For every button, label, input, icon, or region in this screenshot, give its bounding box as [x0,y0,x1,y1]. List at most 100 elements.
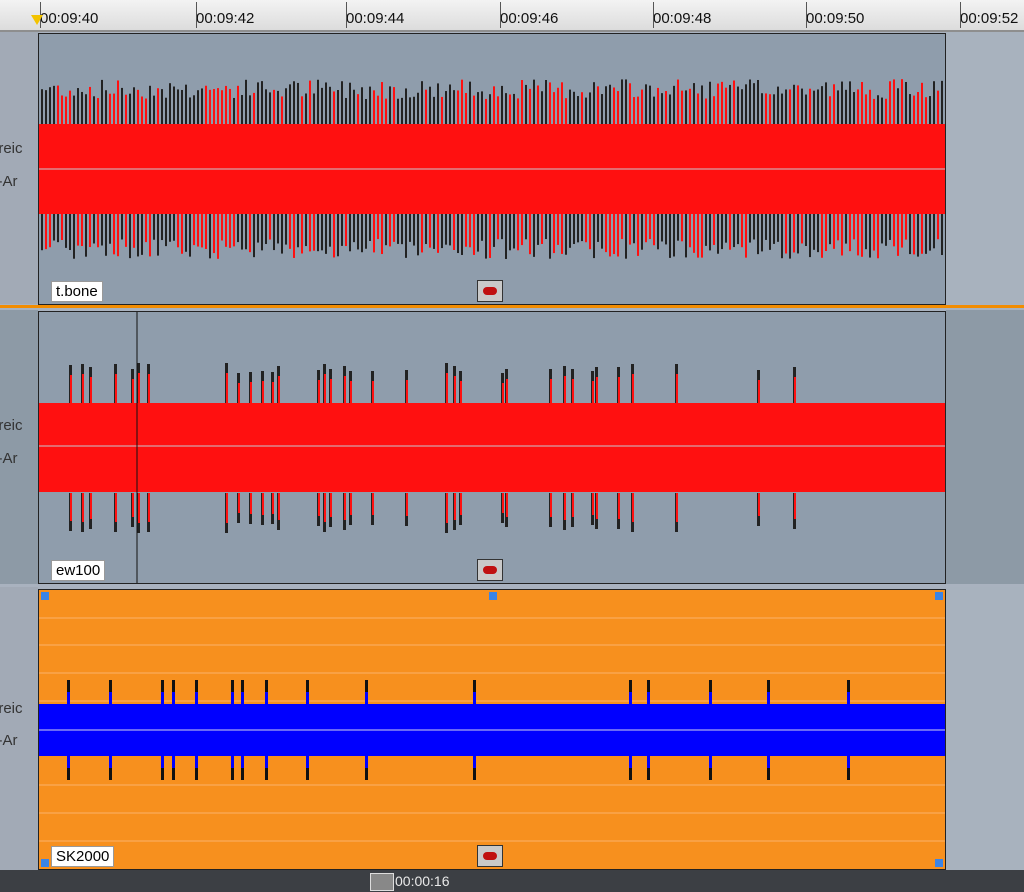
waveform-spike [85,214,87,257]
waveform-spike [577,214,579,243]
waveform-spike [201,88,203,124]
timeline-ruler[interactable]: 00:09:40 00:09:42 00:09:44 00:09:46 00:0… [0,0,1024,32]
waveform-spike [557,214,559,245]
waveform-spike [77,214,79,246]
waveform-spike [741,214,743,248]
waveform-spike [873,214,875,251]
waveform-spike [717,214,719,254]
waveform-spike [145,214,147,243]
waveform-spike [137,89,139,124]
clip-key-icon[interactable] [477,280,503,302]
waveform-spike [305,214,307,247]
waveform-spike [393,214,395,242]
audio-clip-ew100[interactable]: ew100 [38,311,946,584]
waveform-spike [301,96,303,124]
audio-clip-tbone[interactable]: t.bone [38,33,946,305]
waveform-spike [637,96,639,124]
waveform-spike [901,79,903,124]
waveform-spike [789,89,791,124]
waveform-spike [297,214,299,248]
waveform-spike [825,82,827,124]
waveform-spike [801,214,803,244]
waveform-spike [70,493,72,521]
waveform-spike [705,214,707,246]
tick-label: 00:09:44 [346,2,405,28]
waveform-spike [81,91,83,124]
waveform-spike [585,97,587,124]
waveform-spike [785,89,787,124]
clip-handle-top-left[interactable] [41,592,49,600]
waveform-spike [61,95,63,124]
waveform-spike [689,214,691,248]
waveform-spike [941,214,943,256]
waveform-spike [445,91,447,124]
waveform-spike [647,692,650,704]
waveform-spike [460,381,462,403]
waveform-spike [805,214,807,247]
waveform-spike [921,214,923,254]
waveform-spike [241,756,244,768]
waveform-spike [357,214,359,250]
waveform-spike [161,692,164,704]
waveform-spike [632,374,634,403]
waveform-spike [205,85,207,124]
waveform-spike [306,692,309,704]
waveform-spike [85,94,87,124]
waveform-spike [272,382,274,403]
waveform-spike [153,95,155,124]
waveform-spike [241,214,243,250]
waveform-spike [758,493,760,516]
waveform-spike [325,214,327,254]
scroll-grip-icon[interactable] [370,873,394,891]
waveform-spike [821,86,823,124]
waveform-spike [767,692,770,704]
waveform-spike [625,214,627,259]
waveform-spike [889,214,891,240]
waveform-spike [681,214,683,242]
clip-handle-top-center[interactable] [489,592,497,600]
waveform-spike [757,214,759,255]
waveform-spike [173,86,175,124]
waveform-spike [109,692,112,704]
clip-handle-bottom-right[interactable] [935,859,943,867]
waveform-spike [353,89,355,124]
audio-clip-sk2000[interactable]: SK2000 [38,589,946,870]
clip-handle-bottom-left[interactable] [41,859,49,867]
waveform-spike [129,214,131,259]
waveform-spike [685,90,687,124]
waveform-spike [261,214,263,251]
waveform-spike [313,214,315,251]
waveform-spike [324,374,326,403]
waveform-spike [897,214,899,256]
waveform-spike [861,81,863,124]
waveform-spike [93,96,95,124]
clip-handle-top-right[interactable] [935,592,943,600]
waveform-spike [229,214,231,248]
waveform-spike [745,214,747,258]
waveform-spike [793,214,795,253]
waveform-spike [905,214,907,240]
waveform-spike [285,214,287,245]
waveform-spike [477,92,479,124]
waveform-spike [889,81,891,124]
waveform-spike [409,97,411,124]
waveform-spike [665,91,667,124]
waveform-spike [253,214,255,258]
waveform-spike [469,81,471,124]
waveform-spike [446,493,448,523]
waveform-spike [113,214,115,255]
waveform-spike [221,214,223,241]
waveform-spike [825,214,827,252]
waveform-spike [381,82,383,124]
clip-key-icon[interactable] [477,845,503,867]
waveform-spike [405,88,407,124]
playhead-marker-icon[interactable] [31,15,43,25]
waveform-spike [533,79,535,124]
waveform-spike [501,214,503,240]
waveform-spike [269,92,271,124]
clip-key-icon[interactable] [477,559,503,581]
